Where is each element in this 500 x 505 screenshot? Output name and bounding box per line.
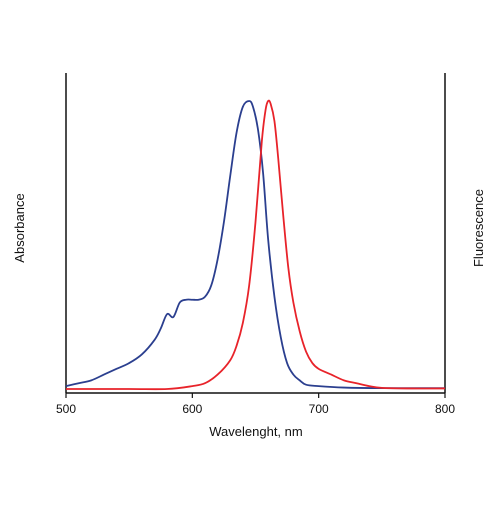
series-lines (65, 99, 446, 391)
x-ticks: 500 600 700 800 (56, 393, 455, 416)
fluorescence-line (66, 99, 446, 391)
absorbance-line (65, 100, 446, 390)
x-axis-title: Wavelenght, nm (209, 424, 302, 439)
x-tick-label: 800 (435, 402, 455, 416)
axes (65, 73, 446, 394)
y-axis-left-title: Absorbance (12, 193, 27, 262)
x-tick-label: 500 (56, 402, 76, 416)
x-tick-label: 600 (182, 402, 202, 416)
x-tick-label: 700 (309, 402, 329, 416)
y-axis-right-title: Fluorescence (471, 189, 486, 267)
